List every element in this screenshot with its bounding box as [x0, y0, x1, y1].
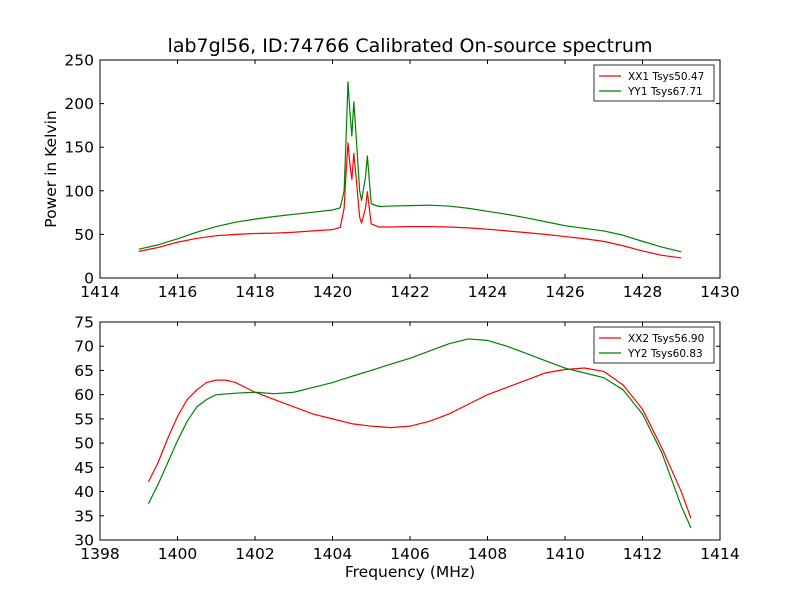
y-tick-label: 60 [74, 386, 94, 404]
series-line-yy1 [138, 81, 682, 253]
legend-label: YY2 Tsys60.83 [627, 348, 703, 360]
figure-title: lab7gl56, ID:74766 Calibrated On-source … [168, 35, 653, 57]
y-tick-label: 75 [74, 314, 94, 332]
y-tick-label: 50 [74, 226, 94, 244]
legend-label: XX2 Tsys56.90 [628, 333, 704, 345]
x-tick-label: 1420 [313, 283, 352, 301]
legend-label: YY1 Tsys67.71 [627, 86, 703, 98]
y-tick-label: 40 [74, 483, 94, 501]
x-tick-label: 1406 [390, 545, 429, 563]
series-group [138, 81, 682, 259]
y-tick-label: 50 [74, 435, 94, 453]
y-axis-label: Power in Kelvin [42, 110, 60, 227]
series-line-xx2 [147, 367, 692, 519]
legend: XX1 Tsys50.47 YY1 Tsys67.71 [593, 64, 715, 102]
x-tick-label: 1408 [468, 545, 507, 563]
x-tick-label: 1426 [545, 283, 584, 301]
x-tick-label: 1398 [80, 545, 119, 563]
y-tick-label: 250 [64, 52, 94, 70]
legend-box [593, 64, 715, 102]
x-tick-label: 1414 [700, 545, 739, 563]
x-tick-label: 1428 [623, 283, 662, 301]
y-tick-label: 35 [74, 507, 94, 525]
bottom-spectrum-panel: 1398 1400 1402 1404 1406 1408 1410 1412 1414 30 35… [74, 314, 739, 582]
y-tick-label: 150 [64, 139, 94, 157]
legend-box [593, 326, 715, 364]
x-tick-label: 1400 [158, 545, 197, 563]
top-spectrum-panel: 1414 1416 1418 1420 1422 1424 1426 1428 1430 0 50 1… [42, 52, 740, 302]
legend-label: XX1 Tsys50.47 [628, 71, 704, 83]
y-tick-label: 30 [74, 532, 94, 550]
y-tick-label: 55 [74, 410, 94, 428]
legend: XX2 Tsys56.90 YY2 Tsys60.83 [593, 326, 715, 364]
series-line-xx1 [138, 142, 682, 259]
y-tick-label: 0 [84, 270, 94, 288]
x-tick-label: 1414 [80, 283, 119, 301]
y-tick-label: 70 [74, 338, 94, 356]
y-tick-label: 200 [64, 95, 94, 113]
x-axis-label: Frequency (MHz) [345, 563, 475, 581]
y-tick-label: 45 [74, 459, 94, 477]
x-tick-label: 1416 [158, 283, 197, 301]
series-group [147, 338, 692, 529]
x-tick-label: 1404 [313, 545, 352, 563]
x-tick-label: 1424 [468, 283, 507, 301]
y-tick-label: 65 [74, 362, 94, 380]
x-tick-label: 1418 [235, 283, 274, 301]
x-tick-label: 1422 [390, 283, 429, 301]
x-tick-label: 1402 [235, 545, 274, 563]
y-tick-label: 100 [64, 182, 94, 200]
series-line-yy2 [147, 338, 692, 529]
x-tick-label: 1412 [623, 545, 662, 563]
x-tick-label: 1410 [545, 545, 584, 563]
x-tick-label: 1430 [700, 283, 739, 301]
